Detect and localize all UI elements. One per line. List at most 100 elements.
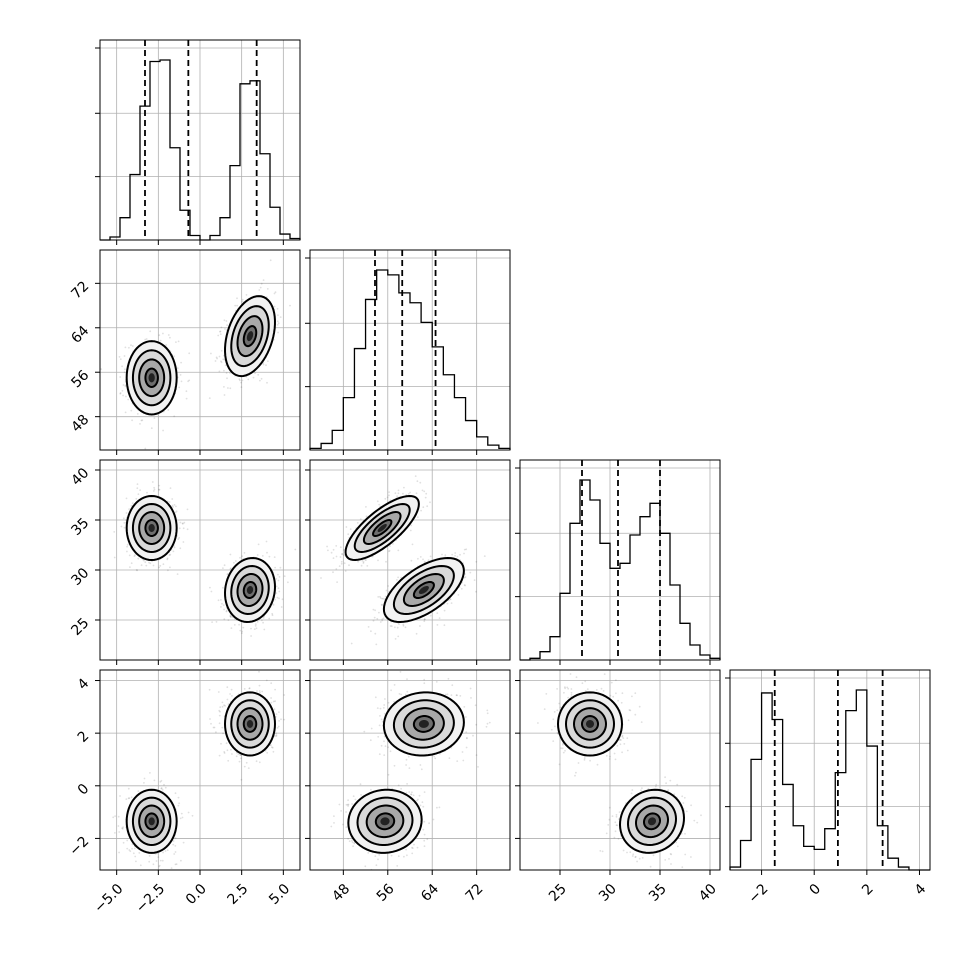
scatter-point bbox=[121, 365, 123, 368]
scatter-point bbox=[179, 817, 182, 820]
scatter-point bbox=[258, 684, 261, 687]
scatter-point bbox=[384, 595, 387, 598]
scatter-point bbox=[222, 586, 224, 589]
scatter-point bbox=[177, 804, 180, 807]
scatter-point bbox=[403, 486, 405, 489]
scatter-point bbox=[402, 492, 404, 495]
histogram-bar bbox=[650, 503, 660, 660]
scatter-point bbox=[473, 579, 476, 581]
scatter-point bbox=[269, 259, 272, 262]
scatter-point bbox=[210, 590, 213, 593]
histogram-p2 bbox=[520, 479, 721, 661]
scatter-point bbox=[449, 598, 452, 600]
scatter-point bbox=[158, 484, 161, 487]
scatter-point bbox=[126, 550, 128, 553]
scatter-point bbox=[122, 841, 125, 844]
scatter-point bbox=[385, 589, 388, 592]
scatter-point bbox=[153, 779, 156, 782]
scatter-point bbox=[229, 387, 232, 390]
scatter-point bbox=[277, 725, 280, 728]
scatter-point bbox=[119, 358, 122, 361]
scatter-point bbox=[377, 559, 379, 562]
scatter-point bbox=[436, 624, 439, 626]
histogram-bar bbox=[700, 655, 710, 660]
scatter-point bbox=[150, 427, 153, 430]
scatter-point bbox=[460, 587, 463, 590]
scatter-point bbox=[267, 360, 269, 363]
scatter-point bbox=[229, 615, 232, 618]
scatter-point bbox=[357, 560, 359, 563]
scatter-point bbox=[175, 863, 178, 865]
histogram-bar bbox=[600, 543, 610, 660]
scatter-point bbox=[241, 300, 244, 303]
histogram-panel-p2 bbox=[515, 459, 721, 665]
scatter-point bbox=[475, 590, 477, 593]
scatter-point bbox=[366, 565, 369, 567]
scatter-point bbox=[370, 630, 372, 633]
scatter-point bbox=[223, 564, 226, 567]
scatter-point bbox=[158, 488, 160, 491]
scatter-point bbox=[128, 797, 131, 800]
density-fill bbox=[418, 586, 429, 594]
scatter-point bbox=[215, 356, 218, 359]
contour-line bbox=[144, 367, 159, 388]
scatter-point bbox=[125, 798, 128, 800]
scatter-point bbox=[126, 545, 128, 548]
histogram-panel-p1 bbox=[305, 249, 511, 455]
scatter-point bbox=[287, 581, 289, 584]
scatter-point bbox=[281, 598, 284, 601]
scatter-point bbox=[335, 555, 338, 558]
scatter-point bbox=[278, 590, 281, 593]
scatter-point bbox=[365, 515, 368, 518]
scatter-point bbox=[130, 562, 133, 565]
scatter-point bbox=[167, 334, 170, 336]
scatter-point bbox=[397, 489, 400, 492]
histogram-bar bbox=[160, 60, 170, 240]
scatter-point bbox=[450, 602, 453, 604]
scatter-point bbox=[270, 701, 273, 704]
scatter-point bbox=[410, 524, 413, 527]
scatter-point bbox=[451, 553, 454, 556]
scatter-point bbox=[425, 492, 428, 495]
scatter-point bbox=[275, 592, 278, 594]
histogram-bar bbox=[190, 236, 200, 240]
panel-frame bbox=[519, 459, 721, 661]
scatter-point bbox=[152, 490, 155, 492]
scatter-point bbox=[398, 623, 400, 625]
scatter-point bbox=[117, 815, 120, 818]
scatter-point bbox=[177, 340, 180, 343]
scatter-point bbox=[266, 288, 269, 290]
scatter-point bbox=[220, 349, 223, 352]
scatter-point bbox=[171, 504, 174, 507]
scatter-point bbox=[411, 543, 414, 546]
scatter-point bbox=[118, 851, 120, 854]
scatter-point bbox=[238, 378, 241, 381]
histogram-bar bbox=[466, 421, 477, 450]
scatter-point bbox=[177, 538, 180, 541]
contour-line bbox=[242, 580, 258, 600]
scatter-point bbox=[263, 628, 266, 631]
scatter-point bbox=[218, 370, 221, 373]
scatter-point bbox=[421, 489, 424, 492]
scatter-point bbox=[181, 816, 184, 819]
scatter-point bbox=[241, 298, 244, 301]
scatter-point bbox=[130, 796, 133, 799]
scatter-point bbox=[273, 556, 276, 558]
scatter-point bbox=[222, 358, 225, 361]
scatter-point bbox=[257, 373, 260, 376]
scatter-point bbox=[148, 860, 151, 863]
contour-line bbox=[230, 565, 270, 615]
scatter-point bbox=[133, 847, 136, 850]
scatter-point bbox=[178, 527, 181, 530]
scatter-point bbox=[274, 598, 276, 601]
scatter-point bbox=[191, 814, 194, 817]
scatter-point bbox=[121, 827, 123, 830]
scatter-point bbox=[211, 621, 214, 623]
scatter-point bbox=[145, 564, 148, 567]
scatter-point bbox=[454, 554, 456, 557]
scatter-point bbox=[239, 629, 242, 632]
scatter-point bbox=[381, 597, 383, 600]
scatter-point bbox=[259, 691, 261, 694]
scatter-point bbox=[143, 777, 146, 780]
scatter-point bbox=[340, 562, 343, 565]
